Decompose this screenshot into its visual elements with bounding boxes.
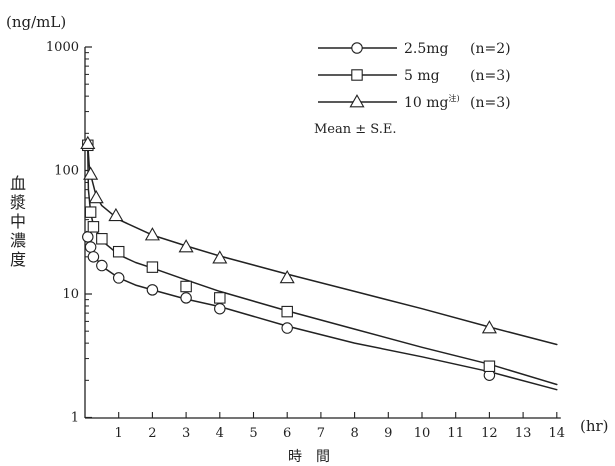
- legend-footnote-mark: 注): [449, 93, 460, 103]
- triangle-marker: [279, 269, 295, 284]
- y-axis-title-char: 漿: [10, 193, 26, 212]
- legend-square-marker: [351, 69, 363, 81]
- triangle-marker: [80, 135, 96, 149]
- square-marker: [180, 280, 192, 293]
- circle-marker: [112, 272, 125, 284]
- y-tick-label: 10: [62, 287, 79, 302]
- triangle-marker: [212, 250, 228, 264]
- square-marker: [96, 233, 108, 245]
- legend: 2.5mg (n=2) 5 mg (n=3) 10 mg注) (n=3) Mean ± S.…: [314, 41, 511, 137]
- x-tick-label: 1: [115, 426, 123, 441]
- triangle-marker: [88, 189, 104, 204]
- x-tick-label: 3: [182, 426, 190, 441]
- x-tick-label: 2: [148, 426, 156, 441]
- x-tick-label: 8: [350, 426, 358, 441]
- y-tick-label: 1000: [46, 40, 79, 55]
- legend-series-name: 5 mg: [404, 68, 440, 84]
- y-axis-title-char: 中: [10, 212, 26, 231]
- y-tick-label: 100: [54, 164, 79, 179]
- y-unit-label: (ng/mL): [6, 13, 66, 31]
- x-tick-label: 14: [549, 426, 566, 441]
- triangle-marker: [108, 207, 124, 222]
- legend-n-label: (n=3): [470, 95, 511, 111]
- x-tick-label: 7: [317, 426, 325, 441]
- legend-n-label: (n=3): [470, 68, 511, 84]
- square-marker: [112, 245, 125, 258]
- x-tick-label: 11: [447, 426, 464, 441]
- triangle-marker: [144, 227, 160, 241]
- circle-marker: [146, 284, 159, 296]
- circle-marker: [84, 241, 97, 253]
- circle-marker: [281, 322, 293, 334]
- triangle-marker: [178, 239, 194, 253]
- legend-note: Mean ± S.E.: [314, 122, 396, 137]
- circle-marker: [87, 251, 100, 263]
- x-axis: 1 2 3 4 5 6 7 8 9 10 11 12 13 14: [85, 412, 565, 441]
- fit-curve-triangle: [86, 142, 558, 346]
- circle-marker: [96, 259, 108, 272]
- x-tick-label: 10: [414, 426, 431, 441]
- x-tick-label: 5: [249, 426, 257, 441]
- legend-circle-marker: [351, 42, 363, 54]
- x-tick-label: 12: [481, 426, 498, 441]
- legend-series-name: 10 mg注): [404, 93, 460, 111]
- triangle-marker: [83, 166, 99, 180]
- triangle-marker: [481, 320, 497, 334]
- circle-marker: [214, 302, 226, 315]
- legend-n-label: (n=2): [470, 41, 511, 57]
- legend-triangle-marker: [349, 94, 365, 108]
- x-tick-label: 6: [283, 426, 291, 441]
- circle-marker: [82, 231, 94, 243]
- x-tick-label: 4: [216, 426, 224, 441]
- square-marker: [214, 292, 226, 304]
- legend-series-name: 2.5mg: [404, 41, 449, 57]
- y-axis-title-char: 度: [10, 250, 26, 269]
- x-tick-label: 13: [515, 426, 532, 441]
- square-marker: [281, 305, 293, 318]
- square-marker: [483, 360, 496, 373]
- data-markers: [80, 135, 497, 381]
- square-marker: [87, 221, 100, 233]
- x-axis-title: 時 間: [288, 449, 330, 465]
- x-unit-label: (hr): [580, 417, 609, 435]
- x-tick-label: 9: [384, 426, 392, 441]
- y-axis-title-char: 血: [10, 174, 26, 193]
- circle-marker: [180, 292, 192, 304]
- square-marker: [146, 261, 159, 273]
- y-tick-label: 1: [71, 411, 79, 426]
- y-axis-title-char: 濃: [10, 231, 26, 250]
- square-marker: [84, 206, 97, 218]
